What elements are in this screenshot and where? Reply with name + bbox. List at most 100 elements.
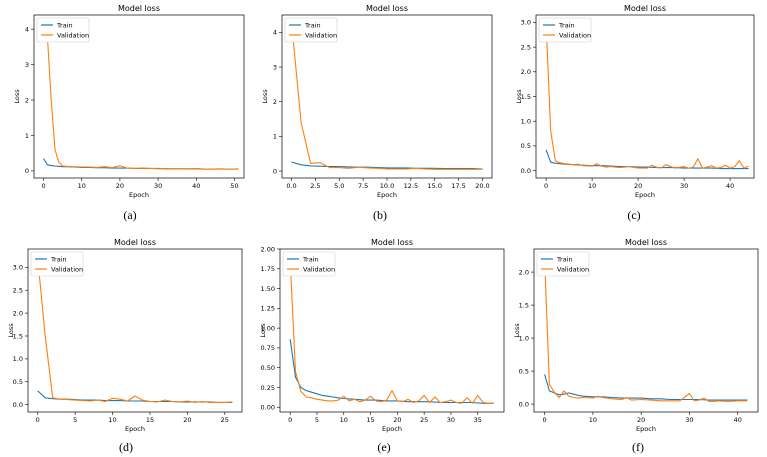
chart-c-legend-label: Validation <box>559 31 591 39</box>
chart-a-legend-label: Train <box>56 21 73 29</box>
chart-e-x-tick-label: 30 <box>447 416 455 424</box>
chart-b-x-axis-label: Epoch <box>377 191 397 199</box>
chart-e-x-tick-label: 0 <box>288 416 292 424</box>
chart-d-y-tick-label: 1.0 <box>13 355 23 363</box>
chart-b-legend <box>284 17 338 43</box>
caption-f: (f) <box>632 440 644 454</box>
caption-a: (a) <box>123 208 137 222</box>
chart-f-x-tick-label: 40 <box>734 416 742 424</box>
chart-e-legend-label: Validation <box>303 265 335 273</box>
chart-a-series-validation <box>42 25 239 170</box>
chart-c-series-validation <box>545 22 749 169</box>
chart-c-x-tick-label: 30 <box>680 182 688 190</box>
chart-f-y-tick-label: 2.0 <box>519 268 529 276</box>
chart-e-y-tick-label: 1.25 <box>261 305 275 313</box>
chart-b-y-tick-label: 2 <box>273 98 277 106</box>
chart-a-y-tick-label: 1 <box>25 132 29 140</box>
chart-f-x-tick-label: 20 <box>637 416 645 424</box>
chart-e-x-tick-label: 10 <box>340 416 348 424</box>
chart-d-x-tick-label: 0 <box>36 416 40 424</box>
chart-e-x-tick-label: 5 <box>315 416 319 424</box>
chart-a-plot-frame <box>33 14 245 179</box>
chart-e-x-tick-label: 35 <box>474 416 482 424</box>
chart-c-legend <box>538 17 592 43</box>
chart-e-y-tick-label: 1.50 <box>261 285 275 293</box>
chart-b-series-train <box>291 161 483 170</box>
chart-e-series-train <box>289 339 494 404</box>
chart-f-y-axis-label: Loss <box>513 323 521 338</box>
chart-e-y-tick-label: 1.75 <box>261 265 275 273</box>
chart-panel-a: Model loss 0 10 20 30 40 50 0 1 2 3 4 Epoch Loss Train… <box>10 2 250 202</box>
chart-a-x-tick-label: 40 <box>192 182 200 190</box>
caption-e: (e) <box>377 440 391 454</box>
chart-b-title: Model loss <box>366 4 408 13</box>
chart-c-y-axis-label: Loss <box>515 89 523 104</box>
chart-c-y-tick-label: 1.5 <box>521 93 531 101</box>
chart-panel-c: Model loss 0 10 20 30 40 0.0 0.5 1.0 1.5 2.0 2.5 3.0… <box>512 2 760 202</box>
chart-panel-f: Model loss 0 10 20 30 40 0.0 0.5 1.0 1.5 2.0 Epoch L… <box>510 236 764 436</box>
chart-d-y-tick-label: 2.5 <box>13 287 23 295</box>
chart-d-y-tick-label: 2.0 <box>13 309 23 317</box>
chart-b-plot-frame <box>281 14 493 179</box>
chart-b-y-tick-label: 3 <box>273 63 277 71</box>
chart-b-x-tick-label: 2.5 <box>310 182 320 190</box>
chart-d-series-validation <box>37 258 233 403</box>
chart-d-x-tick-label: 5 <box>73 416 77 424</box>
chart-a-y-tick-label: 2 <box>25 96 29 104</box>
chart-e-y-tick-label: 0.00 <box>261 404 275 412</box>
chart-e-y-tick-label: 1.00 <box>261 324 275 332</box>
chart-b-x-tick-label: 12.5 <box>404 182 418 190</box>
chart-e-title: Model loss <box>371 238 413 247</box>
chart-c-y-tick-label: 0.0 <box>521 167 531 175</box>
chart-e-x-tick-label: 25 <box>420 416 428 424</box>
chart-b-legend-label: Validation <box>305 31 337 39</box>
chart-e-y-axis-label: Loss <box>259 323 267 338</box>
chart-b-legend-label: Train <box>304 21 321 29</box>
chart-panel-e: Model loss 0 5 10 15 20 25 30 35 0.00 0.25 0.50 0.75… <box>256 236 510 436</box>
chart-e-legend <box>282 251 336 277</box>
chart-e-y-tick-label: 0.75 <box>261 344 275 352</box>
chart-d-y-tick-label: 3.0 <box>13 264 23 272</box>
chart-b-x-tick-label: 0.0 <box>286 182 296 190</box>
chart-a-x-axis-label: Epoch <box>129 191 149 199</box>
chart-d-title: Model loss <box>114 238 156 247</box>
chart-a-y-tick-label: 0 <box>25 167 29 175</box>
chart-c-plot-frame <box>535 14 755 179</box>
chart-b-y-axis-label: Loss <box>261 89 269 104</box>
chart-d-legend-label: Validation <box>51 265 83 273</box>
chart-f-y-tick-label: 0.5 <box>519 367 529 375</box>
chart-e-x-tick-label: 20 <box>393 416 401 424</box>
chart-b-x-tick-label: 15.0 <box>427 182 441 190</box>
chart-d-x-tick-label: 15 <box>146 416 154 424</box>
chart-e-y-tick-label: 0.50 <box>261 364 275 372</box>
chart-b-y-tick-label: 0 <box>273 167 277 175</box>
chart-c-y-tick-label: 3.0 <box>521 19 531 27</box>
chart-a-legend <box>36 17 90 43</box>
chart-b-x-tick-label: 20.0 <box>475 182 489 190</box>
chart-e-x-tick-label: 15 <box>366 416 374 424</box>
chart-f-plot-frame <box>533 248 759 413</box>
chart-f-x-axis-label: Epoch <box>636 425 656 433</box>
chart-d-x-axis-label: Epoch <box>125 425 145 433</box>
chart-c-x-axis-label: Epoch <box>635 191 655 199</box>
chart-d-plot-frame <box>27 248 243 413</box>
chart-c-y-tick-label: 2.0 <box>521 68 531 76</box>
chart-d-y-axis-label: Loss <box>7 323 15 338</box>
chart-d-x-tick-label: 10 <box>108 416 116 424</box>
caption-d: (d) <box>119 440 133 454</box>
chart-d-y-tick-label: 1.5 <box>13 332 23 340</box>
chart-b-x-tick-label: 5.0 <box>334 182 344 190</box>
chart-d-x-tick-label: 25 <box>221 416 229 424</box>
chart-a-y-axis-label: Loss <box>13 89 21 104</box>
chart-a-svg: Model loss 0 10 20 30 40 50 0 1 2 3 4 Epoch Loss Train… <box>13 4 245 199</box>
chart-f-title: Model loss <box>625 238 667 247</box>
chart-c-svg: Model loss 0 10 20 30 40 0.0 0.5 1.0 1.5 2.0 2.5 3.0… <box>515 4 755 199</box>
chart-a-y-tick-label: 4 <box>25 25 29 33</box>
chart-panel-b: Model loss 0.0 2.5 5.0 7.5 10.0 12.5 15.0 17.5 20… <box>258 2 498 202</box>
chart-c-series-train <box>545 149 749 170</box>
chart-f-x-tick-label: 10 <box>589 416 597 424</box>
chart-b-x-tick-label: 10.0 <box>380 182 394 190</box>
chart-panel-d: Model loss 0 5 10 15 20 25 0.0 0.5 1.0 1.5 2.0 2.5 3.… <box>4 236 248 436</box>
chart-a-title: Model loss <box>118 4 160 13</box>
